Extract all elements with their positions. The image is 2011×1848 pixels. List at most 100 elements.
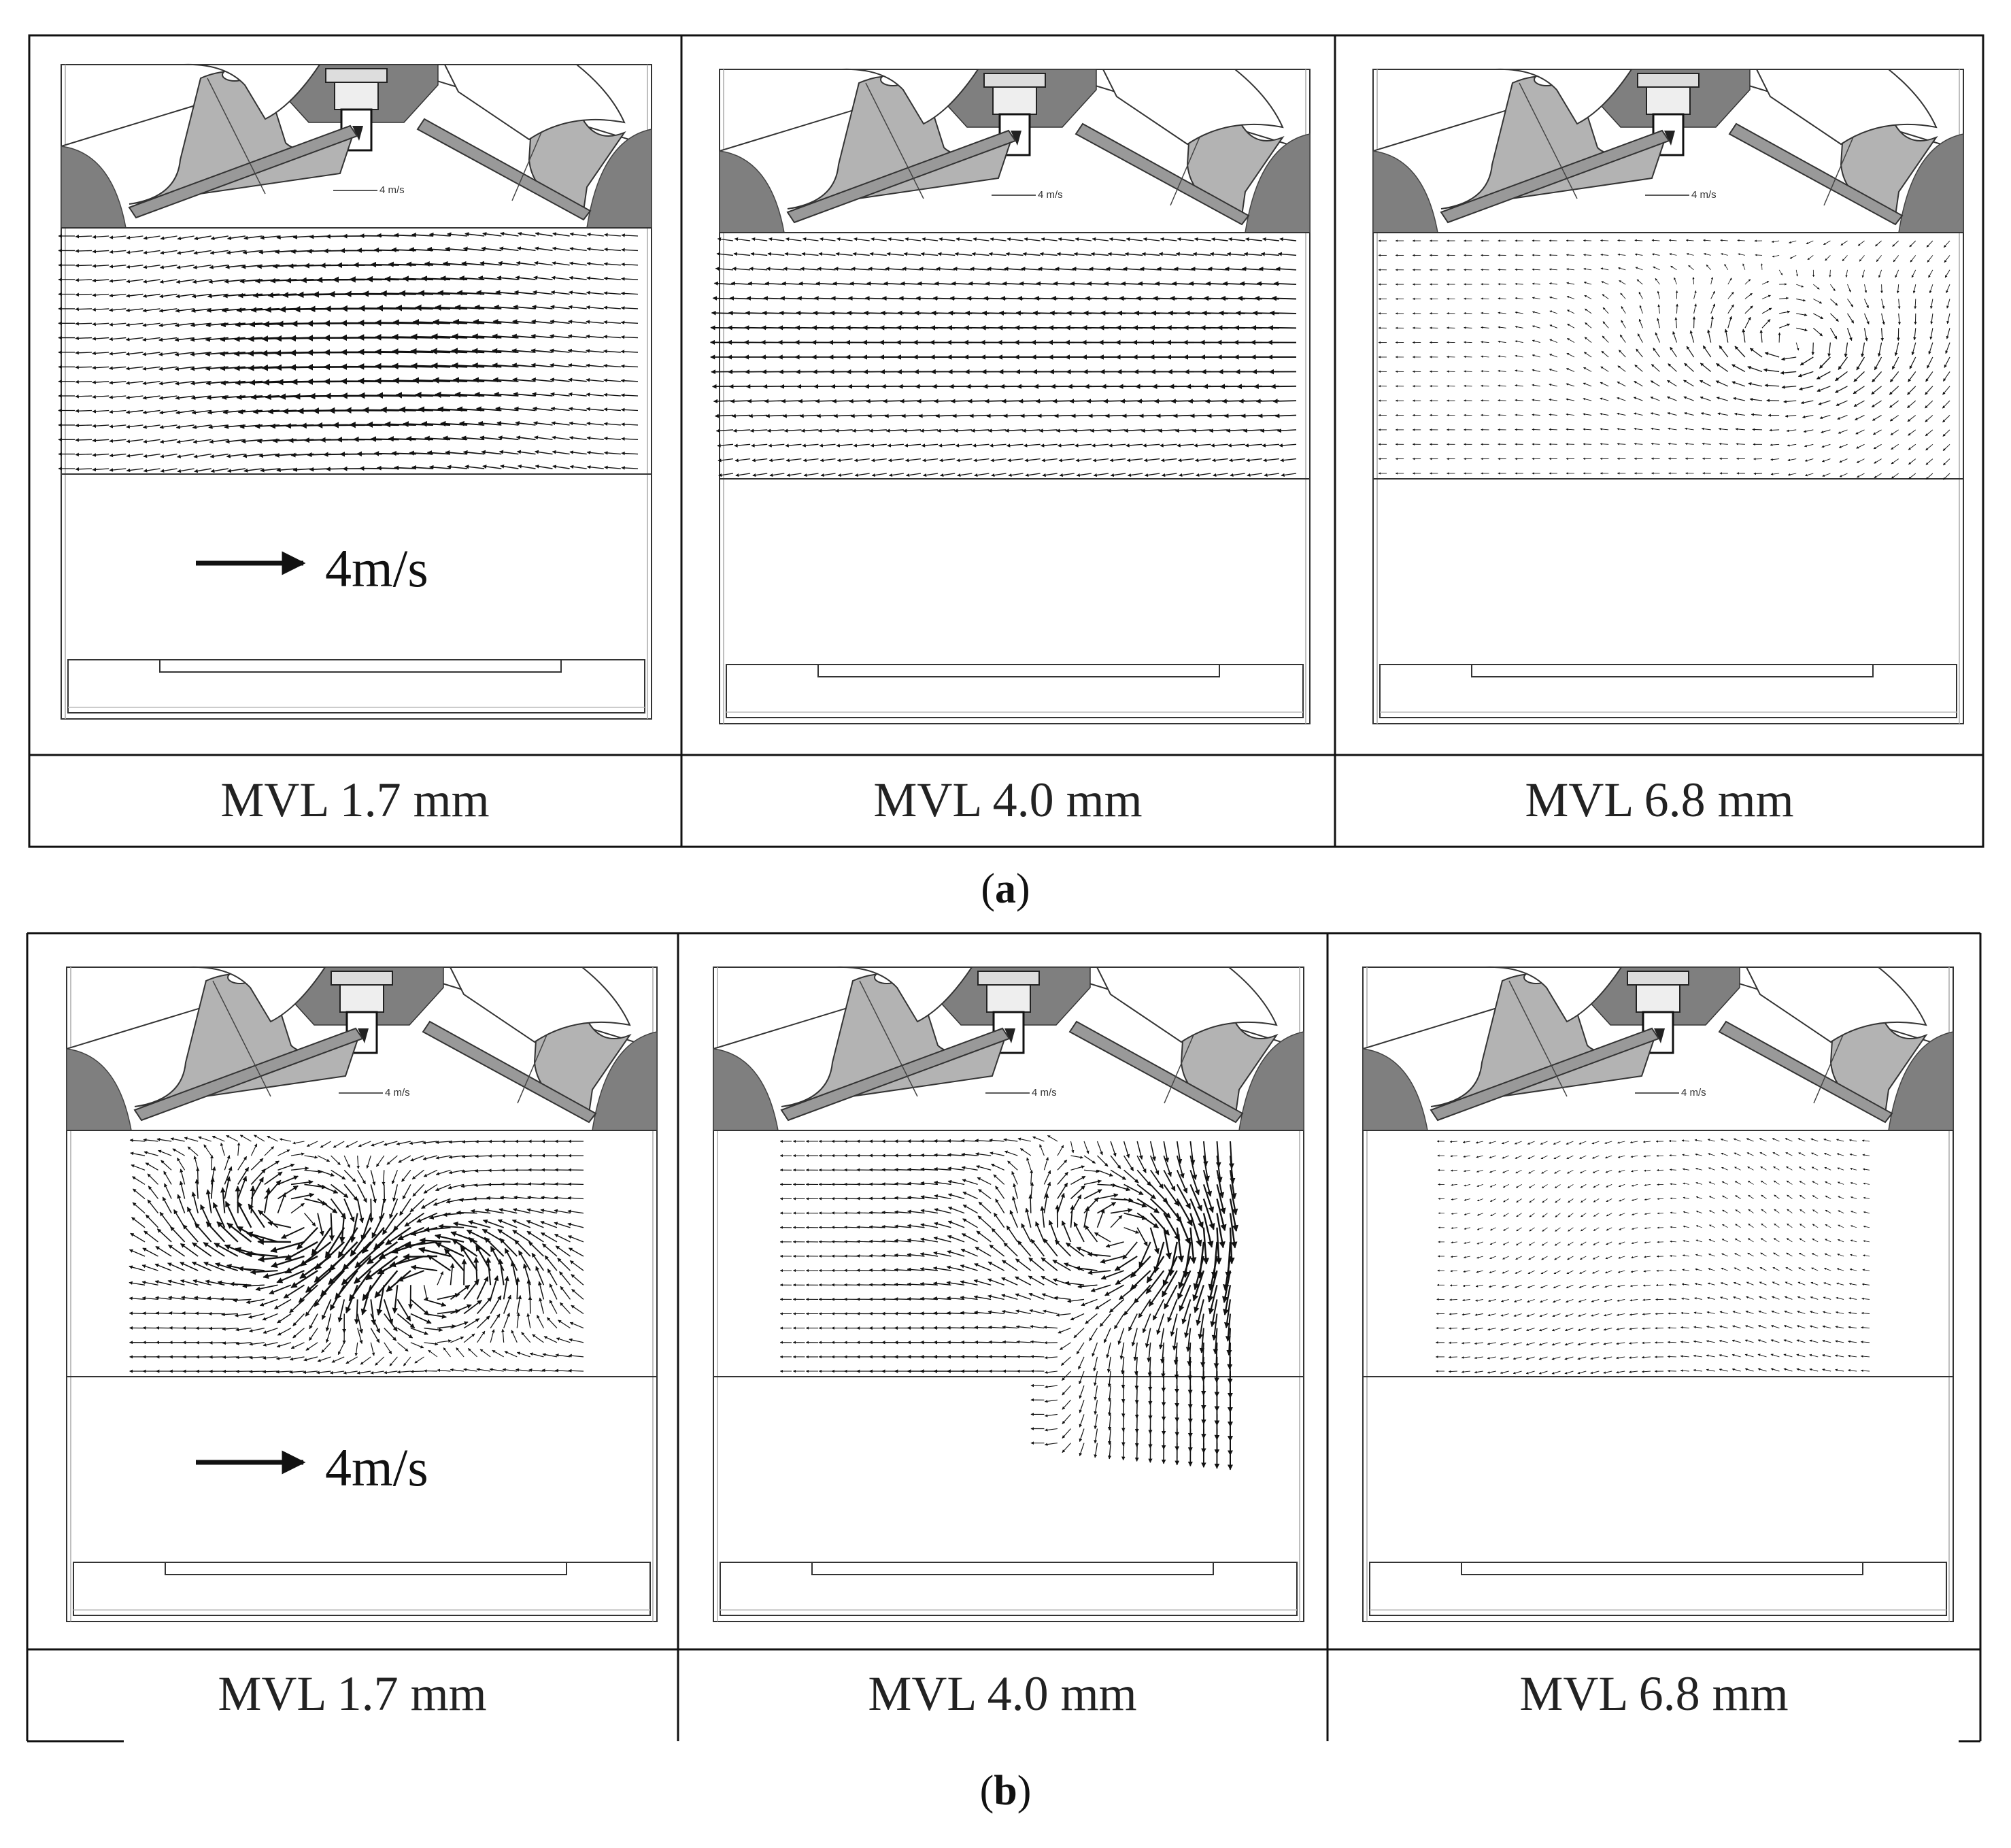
velocity-vector xyxy=(75,263,92,268)
velocity-vector xyxy=(192,279,212,284)
panel-a-table xyxy=(28,34,1984,848)
small-scale-label: 4 m/s xyxy=(1691,189,1717,201)
velocity-vector xyxy=(158,381,178,386)
velocity-vector xyxy=(533,275,553,280)
velocity-vector xyxy=(498,450,519,455)
velocity-vector xyxy=(92,424,109,428)
velocity-vector xyxy=(125,352,143,356)
head-wall-right xyxy=(586,129,652,229)
velocity-vector xyxy=(1498,282,1506,286)
velocity-vector xyxy=(432,318,468,326)
velocity-vector xyxy=(515,1277,520,1300)
piston-bowl xyxy=(817,664,1220,677)
velocity-vector xyxy=(516,435,536,441)
velocity-vector xyxy=(92,365,109,370)
velocity-vector xyxy=(530,363,553,368)
velocity-vector xyxy=(126,265,143,269)
velocity-vector xyxy=(479,435,502,441)
velocity-vector xyxy=(160,235,178,240)
velocity-vector xyxy=(92,453,109,457)
velocity-vector xyxy=(75,249,92,253)
velocity-vector xyxy=(160,439,178,444)
velocity-vector xyxy=(75,350,92,355)
velocity-vector xyxy=(143,250,160,255)
velocity-vector xyxy=(75,235,92,239)
velocity-vector xyxy=(237,409,263,415)
velocity-vector xyxy=(143,279,160,284)
velocity-vector xyxy=(75,322,92,326)
velocity-vector xyxy=(462,450,485,455)
velocity-vector xyxy=(1134,1443,1139,1462)
velocity-vector xyxy=(220,365,246,371)
spark-plug-icon xyxy=(977,971,1040,986)
velocity-vector xyxy=(1121,1443,1126,1461)
velocity-vector xyxy=(430,333,468,340)
velocity-vector xyxy=(75,452,92,457)
velocity-vector xyxy=(175,424,195,429)
velocity-vector xyxy=(175,293,195,299)
velocity-vector xyxy=(210,235,229,241)
small-scale-label: 4 m/s xyxy=(1681,1087,1706,1098)
velocity-vector xyxy=(92,438,109,443)
velocity-vector xyxy=(176,265,195,269)
velocity-vector xyxy=(142,308,160,313)
velocity-vector-field xyxy=(58,231,639,473)
velocity-vector xyxy=(192,424,212,429)
panel-a-caption: (a) xyxy=(981,866,1030,912)
velocity-vector xyxy=(534,261,553,266)
cell-b-2: 4 m/s xyxy=(713,966,1304,1622)
velocity-vector xyxy=(208,1326,225,1330)
cell-a-1: 4 m/s xyxy=(58,63,652,720)
velocity-vector xyxy=(92,278,109,283)
velocity-vector xyxy=(126,293,143,298)
spark-plug-icon xyxy=(331,971,393,986)
velocity-vector xyxy=(92,394,109,399)
velocity-vector xyxy=(237,292,263,299)
spark-plug-icon xyxy=(983,73,1046,88)
velocity-vector xyxy=(75,438,92,442)
velocity-vector xyxy=(143,265,160,269)
velocity-vector xyxy=(249,1369,265,1374)
velocity-vector xyxy=(1617,239,1626,242)
velocity-vector xyxy=(194,235,212,241)
velocity-vector xyxy=(435,391,468,399)
velocity-vector xyxy=(531,319,553,324)
velocity-vector xyxy=(142,322,160,327)
velocity-vector xyxy=(177,453,195,458)
velocity-vector xyxy=(75,423,92,428)
velocity-vector xyxy=(515,275,536,280)
velocity-vector xyxy=(92,467,109,472)
velocity-vector xyxy=(550,363,570,368)
velocity-vector xyxy=(109,265,126,269)
velocity-vector xyxy=(209,250,229,255)
velocity-vector xyxy=(1583,443,1592,446)
velocity-vector xyxy=(1515,414,1523,416)
velocity-vector xyxy=(158,366,178,371)
velocity-vector xyxy=(142,366,160,371)
velocity-vector xyxy=(1692,316,1696,329)
velocity-vector xyxy=(159,424,178,429)
velocity-vector xyxy=(549,348,570,353)
velocity-vector xyxy=(430,362,468,369)
velocity-vector xyxy=(482,232,502,237)
velocity-vector xyxy=(488,1169,504,1173)
velocity-vector xyxy=(1271,295,1297,301)
velocity-vector xyxy=(209,453,229,458)
velocity-vector xyxy=(515,420,536,426)
velocity-vector xyxy=(1028,1194,1033,1213)
velocity-vector xyxy=(109,380,126,385)
velocity-vector xyxy=(518,231,536,237)
velocity-vector xyxy=(236,307,263,313)
mvl-label-a-3: MVL 6.8 mm xyxy=(1525,773,1793,827)
velocity-vector xyxy=(126,453,143,458)
velocity-vector xyxy=(92,307,109,312)
velocity-vector xyxy=(143,235,160,240)
velocity-vector xyxy=(541,1182,557,1186)
velocity-vector xyxy=(552,246,570,252)
velocity-vector xyxy=(550,319,570,324)
velocity-vector xyxy=(143,453,160,458)
velocity-vector xyxy=(1464,370,1472,373)
velocity-vector xyxy=(415,391,451,399)
mvl-label-a-2: MVL 4.0 mm xyxy=(873,773,1142,827)
velocity-vector xyxy=(254,278,280,284)
